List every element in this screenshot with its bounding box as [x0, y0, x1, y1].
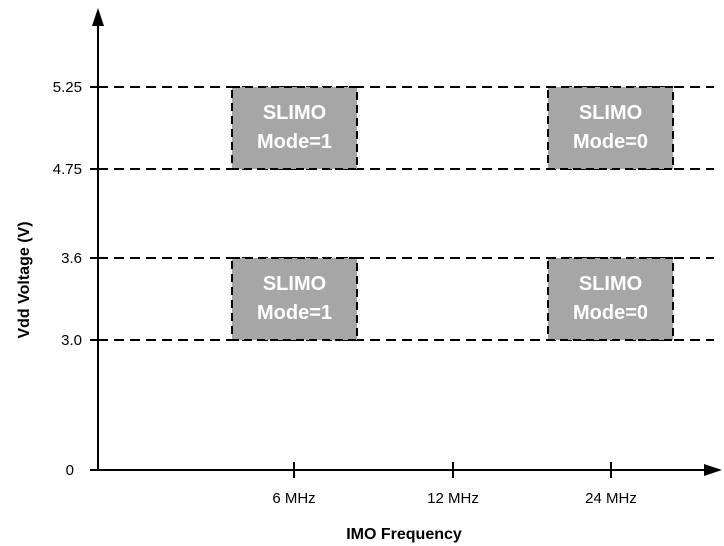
region-label-line1: SLIMO: [579, 273, 642, 295]
region-24mhz-high: SLIMO Mode=0: [547, 86, 674, 170]
x-tick-label-24mhz: 24 MHz: [585, 490, 637, 507]
y-tick-label-0: 0: [66, 462, 74, 479]
region-24mhz-low: SLIMO Mode=0: [547, 257, 674, 341]
region-label-line1: SLIMO: [579, 102, 642, 124]
region-label-line1: SLIMO: [263, 273, 326, 295]
region-6mhz-low: SLIMO Mode=1: [231, 257, 358, 341]
y-axis-ticks: [90, 86, 98, 471]
region-label-line1: SLIMO: [263, 102, 326, 124]
region-box: [231, 86, 358, 170]
region-6mhz-high: SLIMO Mode=1: [231, 86, 358, 170]
y-tick-label-3v0: 3.0: [61, 332, 82, 349]
y-axis-arrowhead: [92, 8, 104, 26]
y-tick-label-4v75: 4.75: [53, 161, 82, 178]
region-label-line2: Mode=1: [257, 131, 332, 153]
region-box: [547, 257, 674, 341]
region-label-line2: Mode=0: [573, 302, 648, 324]
y-tick-label-5v25: 5.25: [53, 79, 82, 96]
y-tick-label-3v6: 3.6: [61, 250, 82, 267]
region-label-line2: Mode=0: [573, 131, 648, 153]
y-axis-title: Vdd Voltage (V): [16, 221, 33, 338]
x-axis-arrowhead: [704, 464, 722, 476]
region-box: [231, 257, 358, 341]
x-tick-label-6mhz: 6 MHz: [272, 490, 315, 507]
axes: [92, 8, 722, 476]
region-label-line2: Mode=1: [257, 302, 332, 324]
x-axis-ticks: [293, 462, 612, 478]
x-axis-title: IMO Frequency: [346, 526, 462, 543]
region-box: [547, 86, 674, 170]
x-tick-label-12mhz: 12 MHz: [427, 490, 479, 507]
